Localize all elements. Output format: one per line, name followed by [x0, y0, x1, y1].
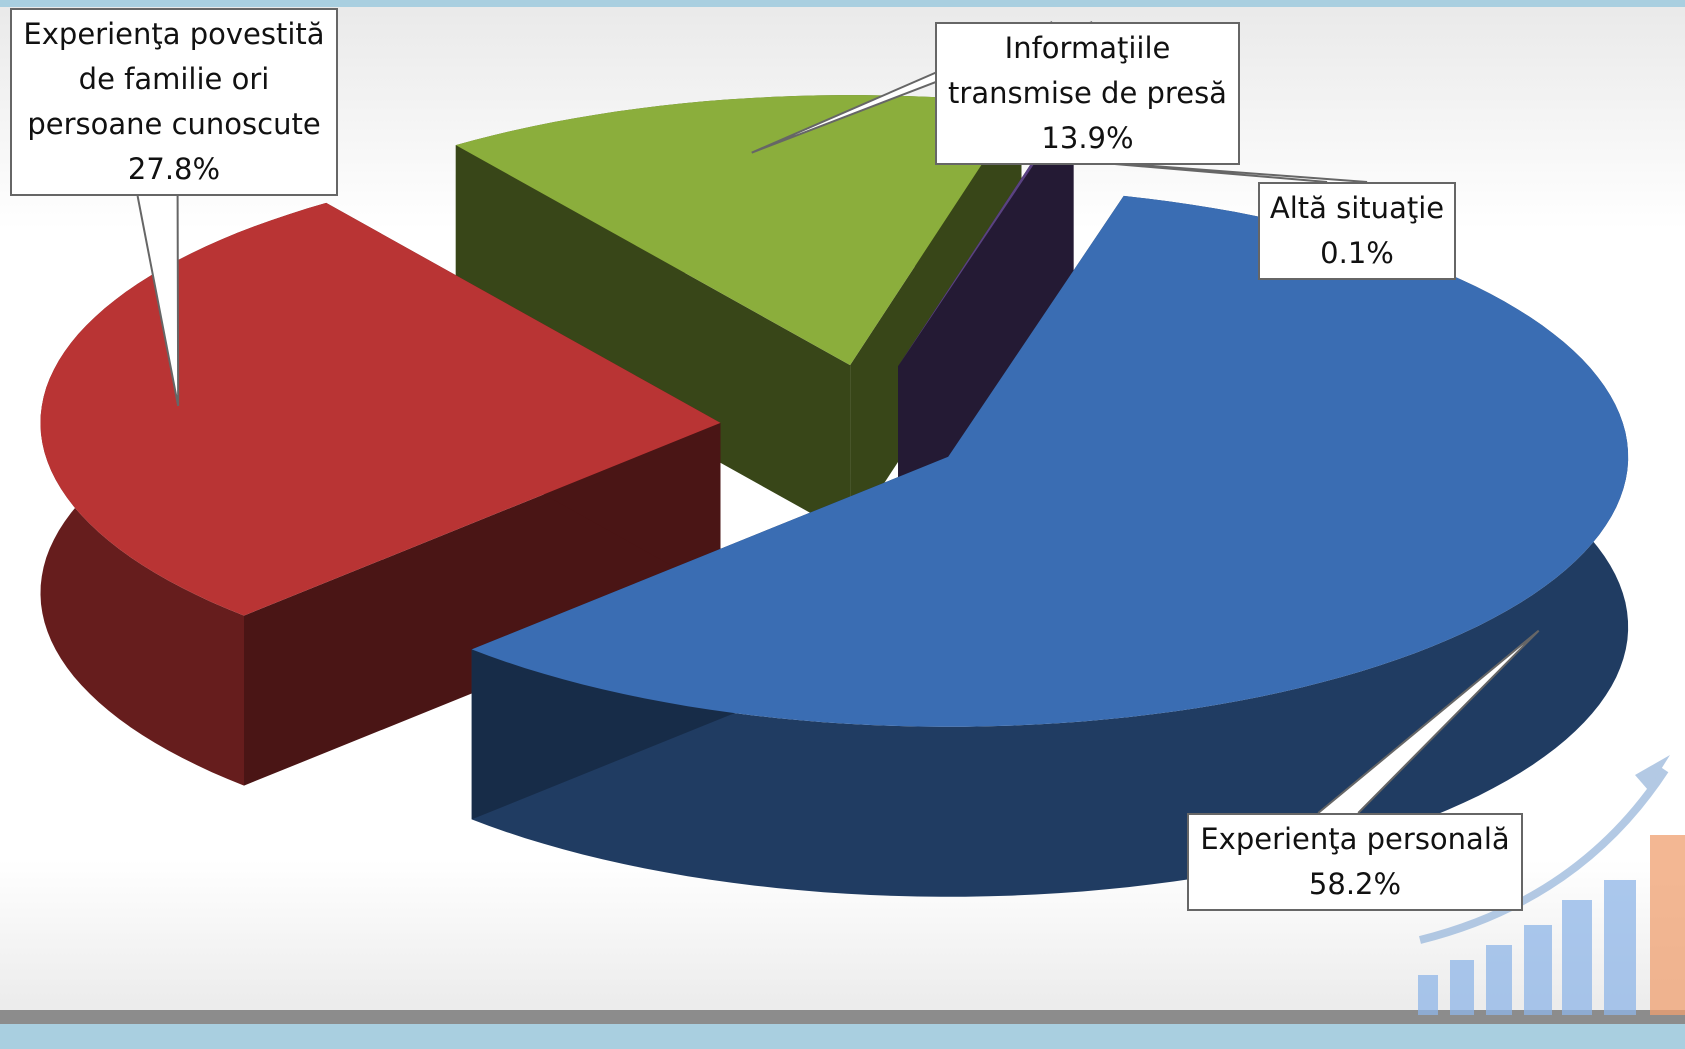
decor-bar: [1604, 880, 1636, 1015]
page: Experienţa personală58.2% Experienţa pove…: [0, 0, 1685, 1049]
decor-bar: [1524, 925, 1552, 1015]
label-name: Experienţa personală: [1197, 817, 1513, 862]
decor-bar: [1650, 835, 1685, 1015]
decor-bar: [1486, 945, 1512, 1015]
label-value: 27.8%: [20, 147, 328, 192]
decor-bar: [1418, 975, 1438, 1015]
label-value: 13.9%: [945, 116, 1230, 161]
bottom-band: [0, 1024, 1685, 1049]
label-value: 0.1%: [1268, 231, 1446, 276]
label-name: Altă situaţie: [1268, 186, 1446, 231]
label-name: Informaţiile transmise de presă: [945, 26, 1230, 116]
decor-bar: [1450, 960, 1474, 1015]
label-name: Experienţa povestită de familie ori pers…: [20, 12, 328, 147]
label-value: 58.2%: [1197, 862, 1513, 907]
data-label: Experienţa povestită de familie ori pers…: [10, 8, 338, 196]
top-band: [0, 0, 1685, 7]
decor-bar: [1562, 900, 1592, 1015]
